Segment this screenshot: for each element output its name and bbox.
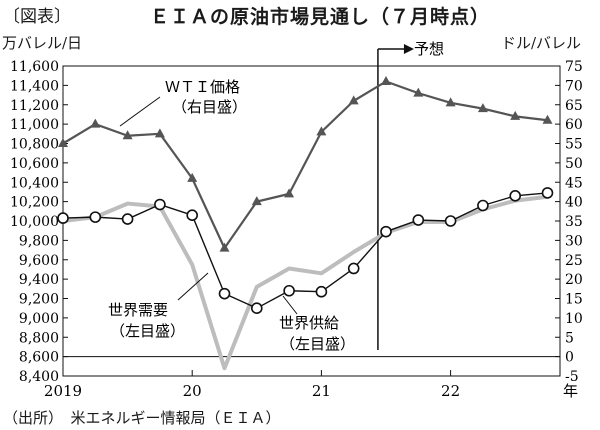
- source-note: （出所） 米エネルギー情報局（ＥＩＡ）: [3, 409, 281, 427]
- left-tick-label: 9,400: [19, 272, 59, 288]
- right-tick-label: 30: [565, 233, 583, 249]
- series-marker-2: [541, 187, 554, 199]
- x-tick-label: 22: [441, 382, 460, 400]
- series-line-1: [62, 194, 548, 371]
- right-tick-label: 25: [565, 253, 583, 269]
- left-tick-label: 10,200: [10, 195, 59, 211]
- left-tick-label: 9,000: [19, 311, 59, 327]
- chart-title: ＥＩＡの原油市場見通し（７月時点）: [150, 6, 491, 28]
- series-line-0: [62, 80, 548, 250]
- series-marker-2: [218, 287, 231, 300]
- series-marker-0: [445, 97, 456, 107]
- label-supply-axis: （左目盛）: [280, 335, 355, 353]
- series-marker-2: [412, 214, 425, 226]
- left-tick-label: 8,800: [19, 330, 59, 346]
- series-marker-0: [187, 172, 198, 182]
- series-layer: [57, 76, 554, 371]
- left-tick-label: 11,200: [10, 98, 59, 114]
- label-supply: 世界供給: [279, 314, 339, 332]
- right-tick-label: 5: [565, 330, 574, 346]
- series-marker-2: [283, 284, 295, 297]
- right-tick-label: -5: [565, 369, 579, 385]
- series-marker-0: [154, 128, 165, 138]
- axes-layer: 8,400 8,600 8,800 9,000 9,200 9,400 9,600 9,800…: [10, 44, 583, 400]
- right-tick-label: 60: [565, 117, 583, 133]
- left-tick-label: 9,800: [19, 233, 59, 249]
- left-tick-label: 10,000: [10, 214, 59, 230]
- right-tick-label: 15: [565, 292, 583, 308]
- right-tick-label: 50: [565, 156, 583, 172]
- right-tick-label: 40: [565, 195, 583, 211]
- series-marker-2: [154, 198, 166, 211]
- leader-supply: [282, 295, 298, 315]
- series-marker-2: [186, 209, 198, 221]
- series-marker-2: [347, 262, 360, 275]
- leader-wti: [119, 96, 161, 127]
- series-marker-2: [380, 225, 392, 238]
- series-marker-0: [348, 95, 359, 105]
- figure-label: 〔図表〕: [3, 7, 71, 27]
- left-tick-label: 10,400: [10, 175, 59, 191]
- left-tick-label: 8,600: [19, 350, 59, 366]
- x-tick-label: 2019: [44, 382, 82, 400]
- right-tick-label: 65: [565, 98, 583, 114]
- left-axis-unit: 万バレル/日: [2, 34, 83, 52]
- right-axis-unit: ドル/バレル: [501, 34, 582, 52]
- left-tick-label: 11,600: [10, 59, 59, 75]
- label-wti-axis: （右目盛）: [172, 98, 247, 116]
- left-tick-label: 8,400: [19, 369, 59, 385]
- series-marker-0: [413, 87, 424, 97]
- right-tick-label: 10: [565, 311, 583, 327]
- leader-demand: [177, 272, 209, 301]
- annotation-layer: ＷＴＩ価格 （右目盛） 世界需要 （左目盛） 世界供給 （左目盛） 予想: [108, 40, 444, 353]
- right-tick-label: 0: [565, 350, 574, 366]
- label-wti: ＷＴＩ価格: [165, 78, 240, 96]
- series-marker-0: [122, 130, 133, 140]
- label-demand: 世界需要: [108, 301, 168, 319]
- right-tick-label: 20: [565, 272, 583, 288]
- series-marker-2: [89, 211, 102, 223]
- label-demand-axis: （左目盛）: [110, 322, 185, 340]
- right-tick-label: 70: [565, 78, 583, 94]
- series-marker-2: [315, 285, 328, 298]
- forecast-arrow-head: [403, 44, 414, 54]
- series-marker-2: [121, 213, 134, 225]
- right-tick-label: 45: [565, 175, 583, 191]
- series-marker-2: [477, 199, 489, 212]
- series-marker-2: [250, 302, 263, 314]
- series-marker-0: [477, 103, 488, 113]
- left-tick-label: 10,800: [10, 137, 59, 153]
- left-tick-label: 11,400: [10, 78, 59, 94]
- right-tick-label: 55: [565, 137, 583, 153]
- series-marker-0: [90, 118, 101, 128]
- series-marker-0: [284, 188, 295, 198]
- series-marker-0: [251, 196, 262, 206]
- x-tick-label: 20: [183, 382, 202, 400]
- series-marker-0: [510, 110, 521, 120]
- left-tick-label: 9,200: [19, 292, 59, 308]
- left-tick-label: 10,600: [10, 156, 59, 172]
- x-tick-label: 21: [312, 382, 331, 400]
- series-marker-0: [58, 138, 68, 147]
- forecast-label: 予想: [414, 40, 444, 58]
- series-marker-0: [542, 114, 553, 124]
- series-marker-0: [381, 76, 391, 85]
- x-unit-label: 年: [563, 382, 578, 400]
- series-marker-2: [444, 215, 457, 227]
- series-marker-2: [57, 212, 69, 224]
- left-tick-label: 9,600: [19, 253, 59, 269]
- right-tick-label: 75: [565, 59, 583, 75]
- series-marker-0: [219, 242, 230, 252]
- left-tick-label: 11,000: [10, 117, 59, 133]
- series-line-2: [62, 192, 548, 309]
- series-marker-0: [316, 126, 327, 136]
- right-tick-label: 35: [565, 214, 583, 230]
- series-marker-2: [509, 190, 522, 202]
